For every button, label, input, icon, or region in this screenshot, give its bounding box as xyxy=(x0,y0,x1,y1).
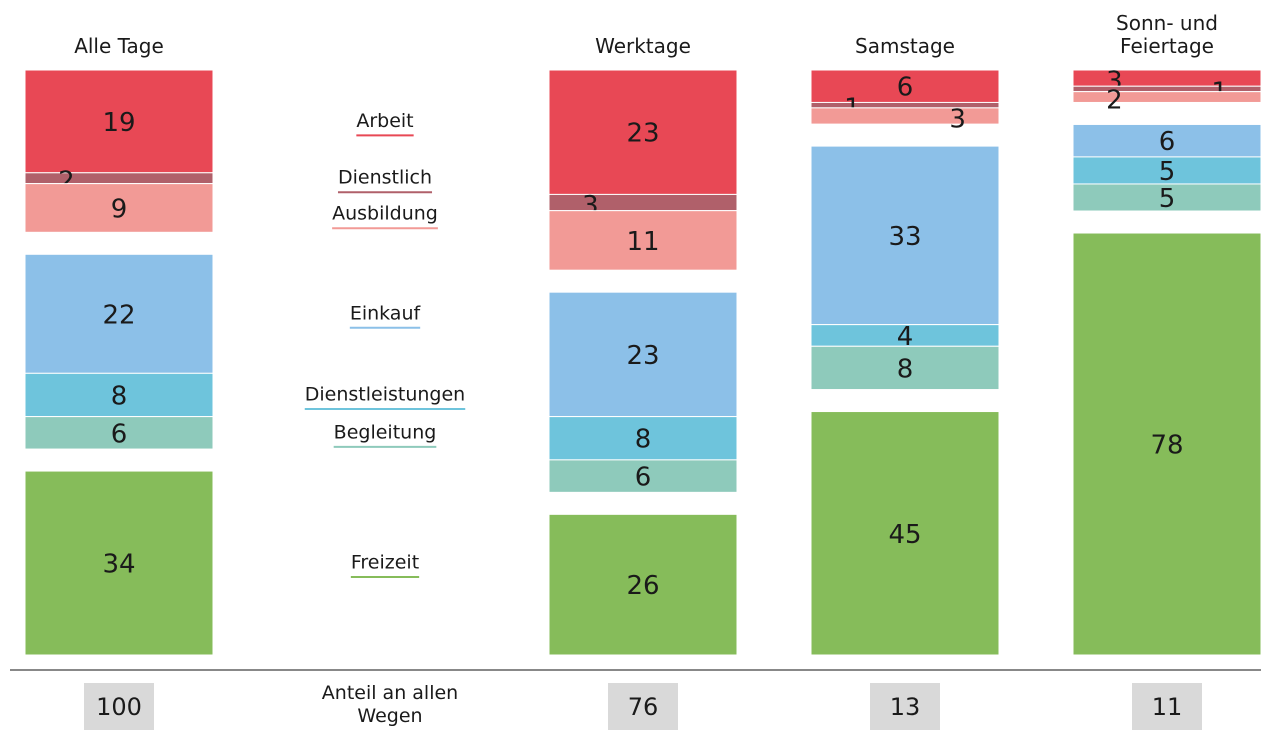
bar-segment xyxy=(24,172,214,185)
bar-segment xyxy=(810,411,1000,656)
total-box xyxy=(870,683,940,730)
value-label: 5 xyxy=(1159,157,1176,187)
total-value: 11 xyxy=(1152,693,1183,721)
value-label: 23 xyxy=(626,341,659,371)
column-title: Alle Tage xyxy=(74,34,164,58)
value-label: 19 xyxy=(102,108,135,138)
totals-label: Anteil an allen Wegen xyxy=(321,682,459,727)
total-value: 76 xyxy=(628,693,659,721)
column-title: Samstage xyxy=(855,34,955,58)
value-label: 34 xyxy=(102,550,135,580)
bar-segment xyxy=(1072,232,1261,656)
value-label: 6 xyxy=(111,419,128,449)
bar-segment xyxy=(24,372,214,418)
value-label: 9 xyxy=(111,194,128,224)
value-label: 5 xyxy=(1159,184,1176,214)
bar-segment xyxy=(24,253,214,374)
value-label: 45 xyxy=(888,520,921,550)
bar-segment xyxy=(810,345,1000,391)
total-box xyxy=(608,683,678,730)
bar-segment xyxy=(548,69,738,195)
total-value: 100 xyxy=(96,693,142,721)
bar-segment xyxy=(548,210,738,271)
value-label: 3 xyxy=(949,104,966,134)
total-box xyxy=(84,683,154,730)
bar-segment xyxy=(810,69,1000,103)
bar-segment xyxy=(1072,91,1261,103)
total-value: 13 xyxy=(890,693,921,721)
value-label: 8 xyxy=(111,381,128,411)
bar-segment xyxy=(810,107,1000,125)
bar-segment xyxy=(1072,85,1261,93)
value-label: 78 xyxy=(1150,431,1183,461)
bar-segment xyxy=(24,470,214,656)
legend-label: Dienstleistungen xyxy=(305,383,465,405)
bar-segment xyxy=(548,291,738,418)
value-label: 6 xyxy=(897,73,914,103)
legend-label: Dienstlich xyxy=(338,167,432,189)
value-label: 6 xyxy=(635,463,652,493)
bar-segment xyxy=(1072,156,1261,185)
value-label: 2 xyxy=(1106,86,1123,116)
value-label: 8 xyxy=(635,425,652,455)
bar-segment xyxy=(1072,183,1261,212)
legend-label: Begleitung xyxy=(334,421,437,443)
value-label: 23 xyxy=(626,119,659,149)
bar-segment xyxy=(548,193,738,212)
column-title: Werktage xyxy=(595,34,691,58)
value-label: 8 xyxy=(897,354,914,384)
bar-segment xyxy=(810,101,1000,109)
legend-label: Freizeit xyxy=(351,552,419,574)
bar-segment xyxy=(810,145,1000,326)
bar-segment xyxy=(548,459,738,493)
value-label: 4 xyxy=(897,322,914,352)
legend-label: Einkauf xyxy=(350,302,422,324)
value-label: 22 xyxy=(102,300,135,330)
bar-segment xyxy=(1072,69,1261,87)
legend-label: Arbeit xyxy=(356,110,413,132)
total-box xyxy=(1132,683,1202,730)
value-label: 26 xyxy=(626,571,659,601)
value-label: 6 xyxy=(1159,127,1176,157)
bar-segment xyxy=(24,183,214,233)
bar-segment xyxy=(548,513,738,656)
column-title: Sonn- und Feiertage xyxy=(1116,11,1218,58)
legend-label: Ausbildung xyxy=(332,203,438,225)
value-label: 11 xyxy=(626,227,659,257)
bar-segment xyxy=(24,416,214,450)
value-label: 33 xyxy=(888,222,921,252)
